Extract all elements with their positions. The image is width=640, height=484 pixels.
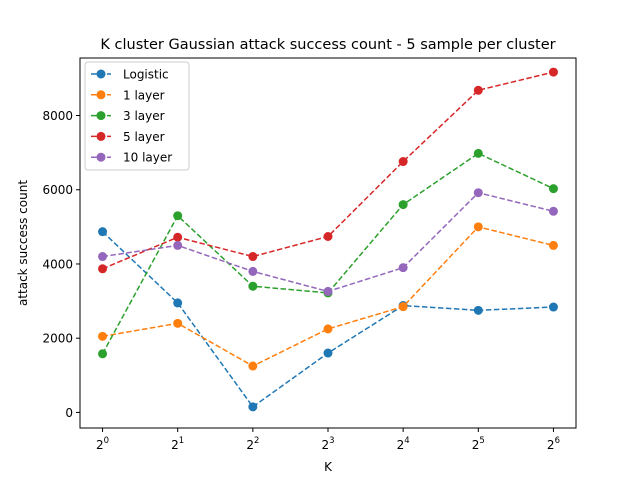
data-point bbox=[98, 349, 108, 359]
legend-box bbox=[84, 61, 190, 171]
y-tick-label: 6000 bbox=[42, 183, 73, 197]
series-1-layer bbox=[98, 222, 558, 371]
x-tick-label: 26 bbox=[547, 436, 560, 452]
data-point bbox=[323, 232, 333, 242]
series-layer bbox=[98, 67, 558, 412]
data-point bbox=[98, 227, 108, 237]
legend-swatch-marker bbox=[96, 90, 106, 100]
data-point bbox=[173, 298, 183, 308]
data-point bbox=[473, 148, 483, 158]
y-axis-label: attack success count bbox=[16, 180, 30, 306]
legend-label: 3 layer bbox=[123, 109, 165, 123]
x-tick-base: 2 bbox=[246, 438, 254, 452]
data-point bbox=[548, 67, 558, 77]
x-tick-base: 2 bbox=[321, 438, 329, 452]
series-3-layer bbox=[98, 148, 558, 359]
x-tick-exponent: 3 bbox=[329, 436, 334, 446]
legend-swatch-marker bbox=[96, 131, 106, 141]
y-tick-label: 0 bbox=[65, 406, 73, 420]
legend-label: Logistic bbox=[123, 68, 169, 82]
x-tick-label: 20 bbox=[96, 436, 109, 452]
y-tick-label: 4000 bbox=[42, 257, 73, 271]
legend-item: 3 layer bbox=[91, 109, 165, 123]
legend-item: 5 layer bbox=[91, 130, 165, 144]
data-point bbox=[173, 211, 183, 221]
data-point bbox=[398, 200, 408, 210]
legend-label: 1 layer bbox=[123, 88, 165, 102]
x-tick-label: 23 bbox=[321, 436, 334, 452]
data-point bbox=[323, 324, 333, 334]
legend-item: 10 layer bbox=[91, 151, 172, 165]
data-point bbox=[248, 361, 258, 371]
data-point bbox=[323, 286, 333, 296]
y-tick-label: 8000 bbox=[42, 109, 73, 123]
data-point bbox=[548, 302, 558, 312]
data-point bbox=[98, 252, 108, 262]
data-point bbox=[473, 85, 483, 95]
x-tick-label: 24 bbox=[397, 436, 410, 452]
x-tick-base: 2 bbox=[397, 438, 405, 452]
data-point bbox=[398, 263, 408, 273]
data-point bbox=[248, 281, 258, 291]
legend-label: 5 layer bbox=[123, 130, 165, 144]
data-point bbox=[398, 302, 408, 312]
x-tick-base: 2 bbox=[171, 438, 179, 452]
legend: Logistic 1 layer 3 layer 5 layer 10 layer bbox=[84, 61, 190, 171]
legend-swatch-marker bbox=[96, 69, 106, 79]
x-tick-exponent: 6 bbox=[555, 436, 560, 446]
data-point bbox=[173, 232, 183, 242]
data-point bbox=[473, 305, 483, 315]
data-point bbox=[248, 402, 258, 412]
x-tick-label: 25 bbox=[472, 436, 485, 452]
legend-label: 10 layer bbox=[123, 151, 172, 165]
x-axis-ticks: 20 21 22 23 24 25 26 bbox=[96, 428, 560, 452]
legend-swatch-marker bbox=[96, 152, 106, 162]
x-tick-base: 2 bbox=[96, 438, 104, 452]
data-point bbox=[548, 206, 558, 216]
x-tick-label: 22 bbox=[246, 436, 259, 452]
chart-title: K cluster Gaussian attack success count … bbox=[100, 37, 555, 53]
y-tick-label: 2000 bbox=[42, 332, 73, 346]
x-tick-exponent: 1 bbox=[179, 436, 184, 446]
x-axis-label: K bbox=[324, 460, 333, 474]
legend-swatch-marker bbox=[96, 111, 106, 121]
data-point bbox=[173, 318, 183, 328]
series-10-layer bbox=[98, 188, 558, 296]
x-tick-exponent: 5 bbox=[479, 436, 484, 446]
x-tick-base: 2 bbox=[547, 438, 555, 452]
legend-item: 1 layer bbox=[91, 88, 165, 102]
data-point bbox=[473, 188, 483, 198]
x-tick-exponent: 4 bbox=[404, 436, 409, 446]
data-point bbox=[473, 222, 483, 232]
data-point bbox=[173, 240, 183, 250]
x-tick-base: 2 bbox=[472, 438, 480, 452]
legend-item: Logistic bbox=[91, 68, 169, 82]
y-axis-ticks: 0 2000 4000 6000 8000 bbox=[42, 109, 80, 420]
data-point bbox=[98, 264, 108, 274]
data-point bbox=[323, 348, 333, 358]
x-tick-exponent: 2 bbox=[254, 436, 259, 446]
series-5-layer bbox=[98, 67, 558, 274]
data-point bbox=[248, 266, 258, 276]
data-point bbox=[548, 240, 558, 250]
x-tick-label: 21 bbox=[171, 436, 184, 452]
data-point bbox=[248, 252, 258, 262]
data-point bbox=[398, 157, 408, 167]
data-point bbox=[548, 184, 558, 194]
data-point bbox=[98, 331, 108, 341]
x-tick-exponent: 0 bbox=[104, 436, 109, 446]
